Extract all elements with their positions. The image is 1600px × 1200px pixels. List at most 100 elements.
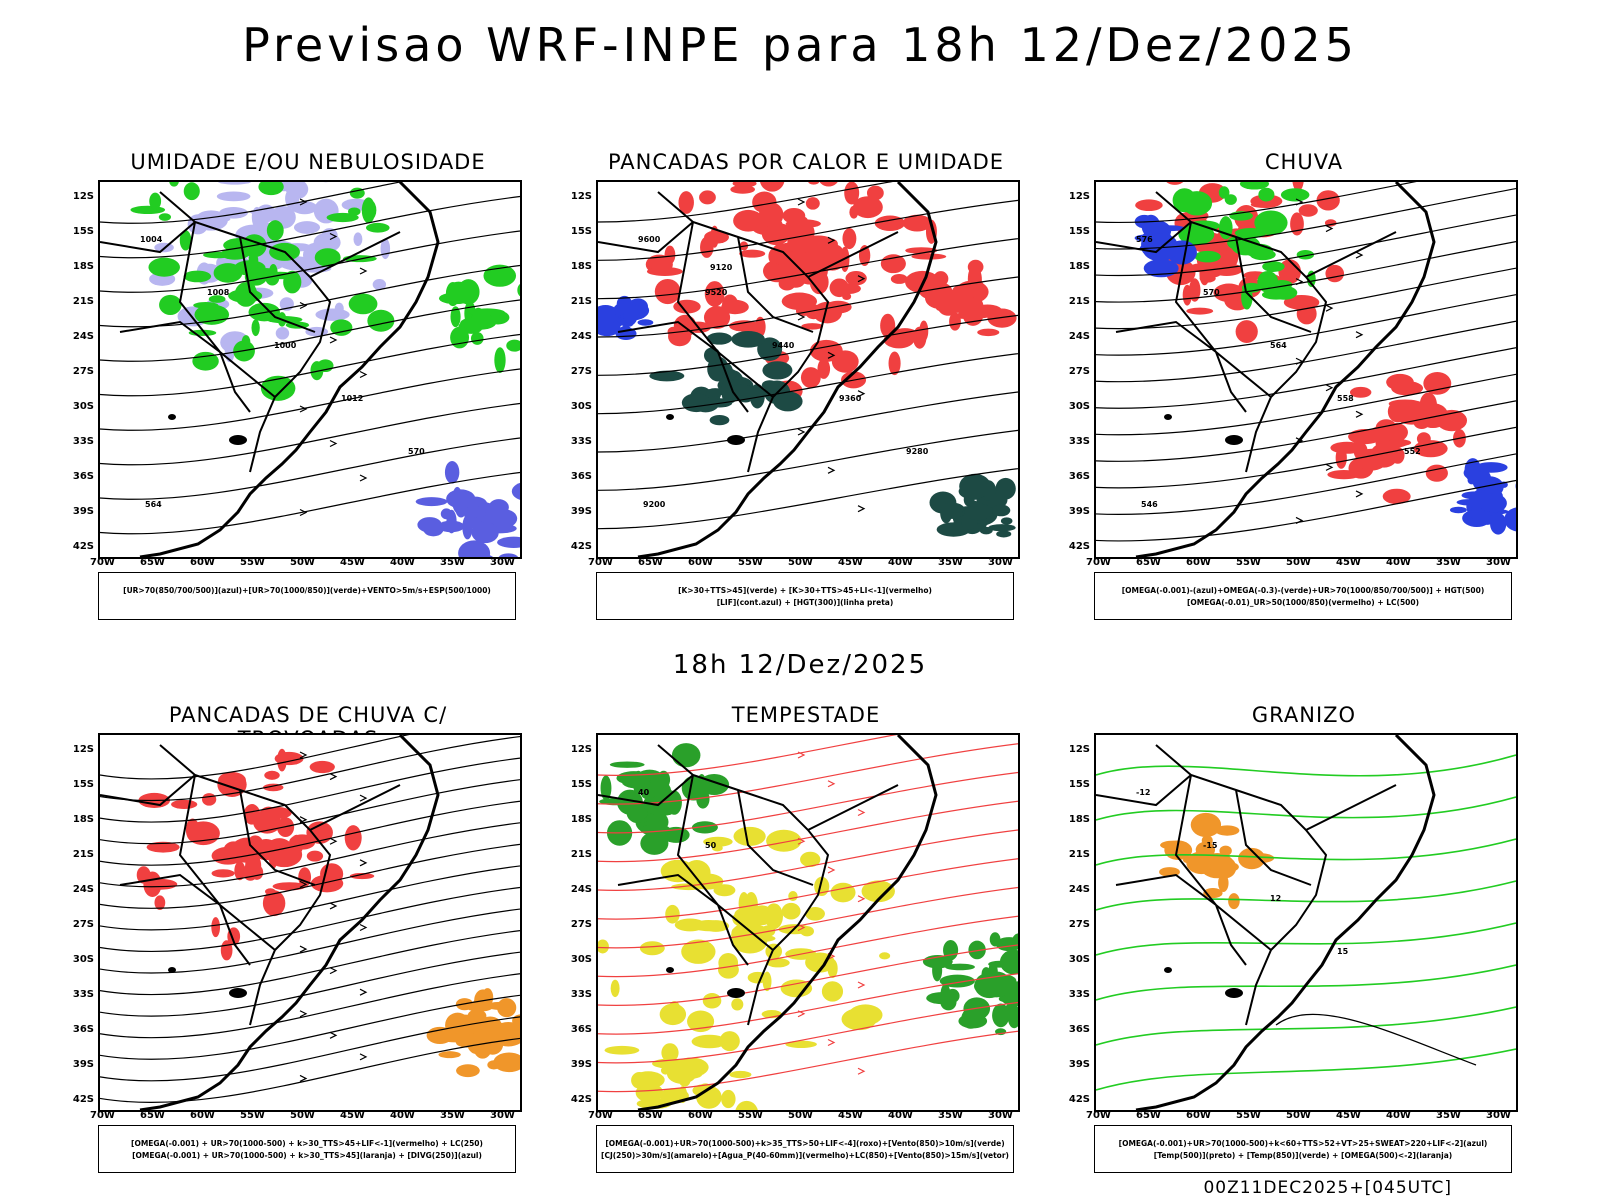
latitude-label: 18S — [72, 814, 94, 825]
latitude-label: 21S — [1068, 849, 1090, 860]
legend-line: [K>30+TTS>45](verde) + [K>30+TTS>45+LI<-… — [678, 586, 932, 595]
longitude-label: 40W — [888, 557, 913, 568]
latitude-label: 30S — [72, 401, 94, 412]
longitude-label: 45W — [1336, 1110, 1361, 1121]
contour-label: 9520 — [705, 288, 728, 297]
longitude-label: 35W — [938, 1110, 963, 1121]
longitude-label: 50W — [290, 1110, 315, 1121]
state-borders — [100, 744, 401, 1026]
longitude-label: 70W — [90, 1110, 115, 1121]
latitude-label: 42S — [72, 541, 94, 552]
temperature-contours — [1096, 754, 1516, 1091]
contour-label: 9280 — [906, 447, 929, 456]
humidity-green-area — [438, 264, 520, 373]
latitude-label: 15S — [72, 779, 94, 790]
lake-marker — [666, 967, 674, 973]
contour-label: 564 — [1270, 341, 1287, 350]
contour-label: 558 — [1337, 394, 1354, 403]
longitude-label: 55W — [240, 1110, 265, 1121]
map-panel: 576 570 564 558 552 546 — [1094, 180, 1518, 559]
latitude-label: 30S — [570, 401, 592, 412]
jet-yellow-area — [598, 826, 895, 1048]
latitude-label: 33S — [1068, 436, 1090, 447]
longitude-label: 40W — [390, 557, 415, 568]
lagoa-dos-patos — [229, 988, 247, 998]
lake-marker — [1164, 967, 1172, 973]
longitude-label: 70W — [1086, 1110, 1111, 1121]
contour-label: 552 — [1404, 447, 1421, 456]
latitude-label: 18S — [1068, 261, 1090, 272]
latitude-label: 33S — [1068, 989, 1090, 1000]
legend-line: [OMEGA(-0.001)-(azul)+OMEGA(-0.3)-(verde… — [1121, 586, 1485, 595]
contour-label: -12 — [1136, 788, 1150, 797]
longitude-label: 35W — [440, 1110, 465, 1121]
latitude-label: 12S — [72, 744, 94, 755]
longitude-label: 45W — [838, 557, 863, 568]
contour-label: 9600 — [638, 235, 661, 244]
legend-line: [OMEGA(-0.001) + UR>70(1000-500) + k>30_… — [131, 1139, 483, 1148]
contour-label: 1008 — [207, 288, 230, 297]
contour-label: 570 — [408, 447, 425, 456]
latitude-label: 15S — [570, 779, 592, 790]
longitude-label: 70W — [588, 1110, 613, 1121]
latitude-label: 39S — [72, 506, 94, 517]
latitude-label: 15S — [1068, 226, 1090, 237]
longitude-label: 70W — [90, 557, 115, 568]
heat-showers-teal-area — [929, 473, 1016, 538]
longitude-label: 60W — [1186, 1110, 1211, 1121]
latitude-label: 30S — [1068, 954, 1090, 965]
longitude-label: 30W — [490, 557, 515, 568]
heat-showers-teal-area — [649, 331, 803, 426]
thunderstorm-orange-area — [426, 988, 520, 1078]
longitude-label: 35W — [1436, 557, 1461, 568]
lagoa-dos-patos — [229, 435, 247, 445]
longitude-label: 70W — [1086, 557, 1111, 568]
longitude-label: 50W — [1286, 557, 1311, 568]
lake-marker — [168, 967, 176, 973]
lake-marker — [168, 414, 176, 420]
heat-showers-red-area — [645, 182, 947, 402]
lagoa-dos-patos — [727, 988, 745, 998]
longitude-label: 45W — [1336, 557, 1361, 568]
latitude-label: 39S — [570, 506, 592, 517]
lagoa-dos-patos — [1225, 988, 1243, 998]
latitude-label: 18S — [1068, 814, 1090, 825]
longitude-label: 55W — [1236, 557, 1261, 568]
latitude-label: 12S — [1068, 744, 1090, 755]
coastline — [1135, 735, 1436, 1110]
panel-title: TEMPESTADE — [731, 703, 881, 727]
contour-label: 9200 — [643, 500, 666, 509]
latitude-label: 21S — [1068, 296, 1090, 307]
state-borders — [598, 191, 899, 473]
latitude-label: 27S — [570, 366, 592, 377]
latitude-label: 24S — [570, 884, 592, 895]
coastline — [637, 735, 938, 1110]
latitude-label: 24S — [1068, 884, 1090, 895]
latitude-label: 24S — [570, 331, 592, 342]
legend-line: [LIF](cont.azul) + [HGT(300)](linha pret… — [716, 598, 894, 607]
map-panel — [98, 733, 522, 1112]
longitude-label: 60W — [688, 557, 713, 568]
latitude-label: 42S — [570, 1094, 592, 1105]
latitude-label: 36S — [570, 471, 592, 482]
legend-line: [OMEGA(-0.001)+UR>70(1000-500)+k<60+TTS>… — [1118, 1139, 1488, 1148]
legend-line: [UR>70(850/700/500)](azul)+[UR>70(1000/8… — [123, 586, 491, 595]
streamlines — [598, 182, 1018, 530]
latitude-label: 33S — [72, 436, 94, 447]
contour-label: 50 — [705, 841, 717, 850]
latitude-label: 27S — [1068, 366, 1090, 377]
latitude-label: 24S — [72, 331, 94, 342]
latitude-label: 21S — [570, 849, 592, 860]
footer-run-info: 00Z11DEC2025+[045UTC] — [1203, 1178, 1452, 1198]
latitude-label: 12S — [570, 191, 592, 202]
longitude-label: 65W — [140, 1110, 165, 1121]
panel-legend: [OMEGA(-0.001) + UR>70(1000-500) + k>30_… — [98, 1125, 516, 1173]
map-panel: 9600 9520 9440 9360 9280 9200 9120 — [596, 180, 1020, 559]
state-borders — [598, 744, 899, 1026]
latitude-label: 30S — [72, 954, 94, 965]
latitude-label: 21S — [72, 849, 94, 860]
contour-label: 9360 — [839, 394, 862, 403]
latitude-label: 36S — [1068, 1024, 1090, 1035]
longitude-label: 55W — [738, 1110, 763, 1121]
latitude-label: 42S — [570, 541, 592, 552]
